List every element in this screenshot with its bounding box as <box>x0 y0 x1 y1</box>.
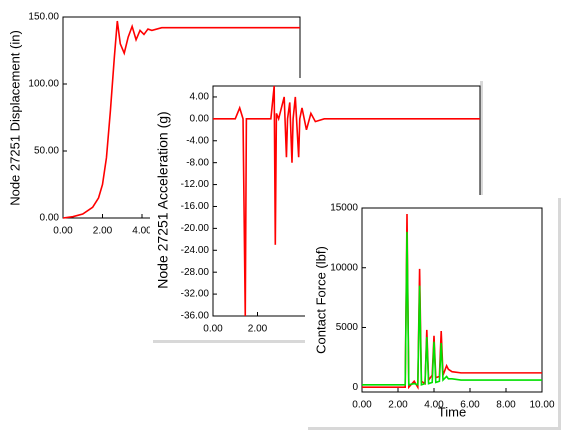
y-tick-label: 5000 <box>336 322 359 333</box>
x-tick-label: 4.00 <box>132 226 152 237</box>
y-tick-label: 0.00 <box>40 213 60 224</box>
y-tick-label: -36.00 <box>181 311 210 322</box>
x-axis-label: Time <box>438 404 466 419</box>
y-tick-label: -20.00 <box>181 223 210 234</box>
y-tick-label: 50.00 <box>34 146 59 157</box>
x-tick-label: 6.00 <box>460 400 480 411</box>
y-tick-label: 150.00 <box>28 12 59 23</box>
panel <box>305 195 558 427</box>
y-tick-label: -16.00 <box>181 201 210 212</box>
x-tick-label: 0.00 <box>203 324 223 335</box>
chart-3: 0 5000 10000 15000 0.00 2.00 4.00 6.00 8.00 10.00… <box>305 195 561 430</box>
x-tick-label: 2.00 <box>93 226 113 237</box>
x-tick-label: 2.00 <box>248 324 268 335</box>
y-tick-label: 15000 <box>330 203 358 214</box>
x-tick-label: 0.00 <box>352 400 372 411</box>
y-axis-label: Node 27251 Displacement (in) <box>7 30 22 206</box>
y-axis-label: Node 27251 Acceleration (g) <box>155 111 171 288</box>
y-tick-label: -24.00 <box>181 245 210 256</box>
x-tick-label: 4.00 <box>424 400 444 411</box>
plot-frame <box>361 207 543 393</box>
y-tick-label: 4.00 <box>190 92 210 103</box>
y-tick-label: 100.00 <box>28 79 59 90</box>
y-tick-label: 0 <box>352 382 358 393</box>
series-line <box>62 20 300 219</box>
x-tick-label: 2.00 <box>388 400 408 411</box>
y-tick-label: 10000 <box>330 262 358 273</box>
series-line <box>213 85 480 317</box>
chart-1: 0.00 50.00 100.00 150.00 0.00 2.00 4.00 Node 27… <box>7 12 301 237</box>
y-tick-label: -4.00 <box>186 135 209 146</box>
y-tick-label: 0.00 <box>190 113 210 124</box>
y-axis-label: Contact Force (lbf) <box>313 246 328 354</box>
y-tick-label: -28.00 <box>181 267 210 278</box>
x-tick-label: 10.00 <box>529 400 554 411</box>
y-tick-label: -32.00 <box>181 289 210 300</box>
x-tick-label: 0.00 <box>53 226 73 237</box>
series-line <box>362 231 542 386</box>
x-tick-label: 8.00 <box>496 400 516 411</box>
y-tick-label: -8.00 <box>186 157 209 168</box>
y-tick-label: -12.00 <box>181 179 210 190</box>
